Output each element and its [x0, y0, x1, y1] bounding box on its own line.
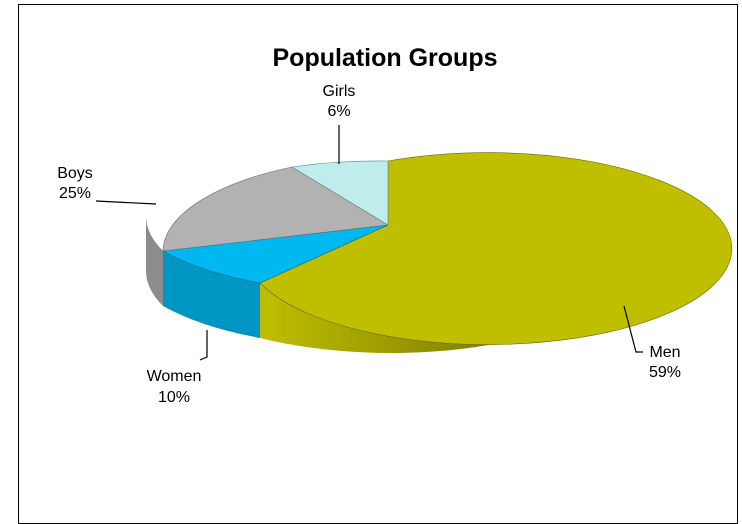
- leader-line-women: [199, 330, 208, 361]
- pie-slice-boys: [162, 166, 389, 252]
- data-label-women-name: Women: [147, 368, 202, 385]
- pie-side-women: [163, 251, 260, 338]
- chart-title: Population Groups: [273, 44, 498, 72]
- pie-side-boys: [146, 217, 163, 306]
- leader-line-boys: [95, 200, 157, 205]
- pie-chart: Population Groups Men 59% Women 10% Boys…: [57, 44, 733, 406]
- data-label-boys-value: 25%: [59, 185, 91, 202]
- data-label-men-name: Men: [649, 344, 680, 361]
- data-label-men-value: 59%: [649, 364, 681, 381]
- data-label-girls-value: 6%: [327, 103, 350, 120]
- leader-line-men: [623, 305, 643, 353]
- data-label-girls-name: Girls: [323, 83, 356, 100]
- pie-slice-women: [162, 224, 389, 284]
- pie-slice-men: [259, 152, 733, 345]
- data-label-women-value: 10%: [158, 389, 190, 406]
- data-label-boys-name: Boys: [57, 165, 93, 182]
